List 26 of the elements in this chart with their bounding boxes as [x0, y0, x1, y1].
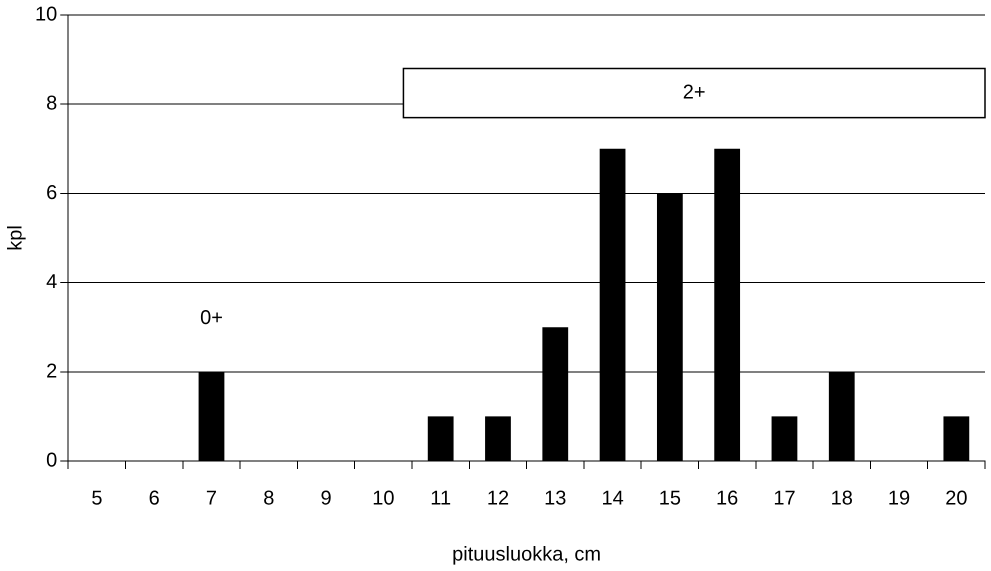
x-tick-label: 19: [888, 488, 910, 510]
x-tick-label: 6: [148, 488, 160, 510]
band-label: 2+: [682, 82, 706, 104]
x-tick-label: 12: [486, 488, 510, 510]
x-tick-label: 7: [206, 488, 218, 510]
x-tick-label: 5: [91, 488, 102, 510]
x-tick-label: 15: [658, 488, 681, 510]
y-tick-label: 8: [46, 92, 58, 115]
annotation: 0+: [200, 306, 223, 329]
x-tick-label: 17: [773, 488, 796, 510]
y-tick-label: 0: [46, 450, 58, 472]
x-tick-label: 8: [263, 488, 274, 510]
x-tick-label: 11: [430, 488, 452, 510]
x-axis-title: pituusluokka, cm: [452, 544, 602, 566]
y-tick-label: 6: [46, 182, 58, 204]
x-tick-label: 14: [601, 488, 624, 510]
x-tick-label: 10: [372, 488, 395, 510]
x-tick-label: 20: [945, 488, 968, 510]
y-tick-label: 2: [46, 360, 58, 382]
x-tick-label: 13: [544, 488, 566, 510]
x-tick-label: 16: [716, 488, 738, 510]
x-tick-label: 9: [320, 488, 332, 510]
y-tick-label: 4: [46, 271, 58, 294]
y-tick-label: 10: [34, 4, 58, 26]
y-axis-title: kpl: [4, 225, 27, 251]
x-tick-label: 18: [830, 488, 853, 510]
